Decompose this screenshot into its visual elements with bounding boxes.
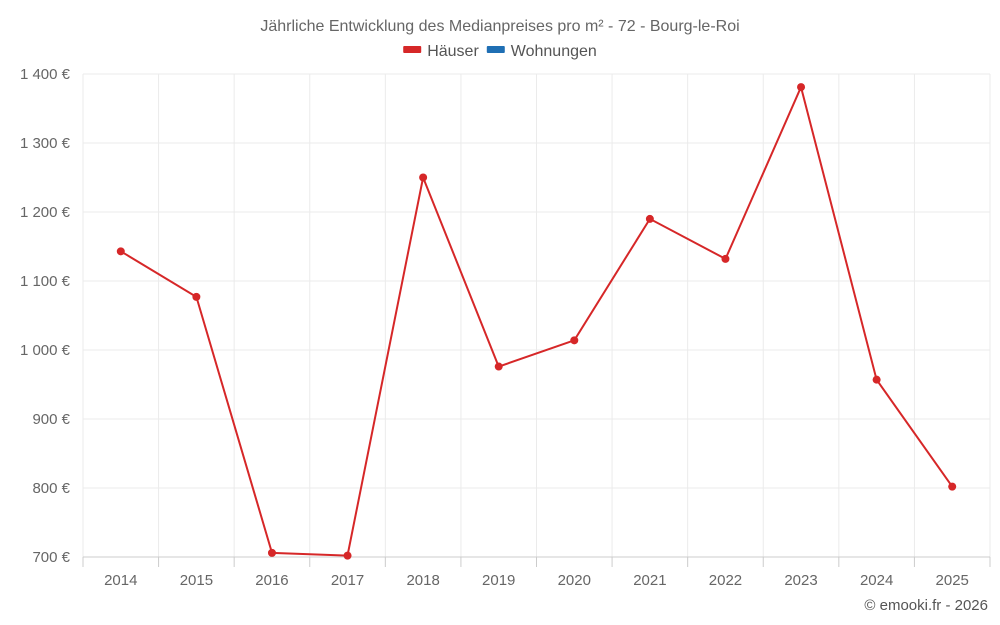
legend-item-wohnungen[interactable]: Wohnungen bbox=[486, 43, 597, 60]
grid bbox=[82, 73, 991, 567]
legend-swatch bbox=[486, 46, 505, 53]
y-tick-label: 700 € bbox=[32, 549, 70, 566]
y-tick-label: 1 100 € bbox=[20, 273, 71, 290]
data-point[interactable] bbox=[570, 336, 579, 345]
data-point[interactable] bbox=[343, 551, 352, 560]
y-tick-label: 800 € bbox=[32, 480, 70, 497]
data-point[interactable] bbox=[797, 83, 806, 92]
y-tick-label: 1 400 € bbox=[20, 66, 71, 83]
x-tick-label: 2021 bbox=[633, 572, 666, 589]
x-tick-label: 2022 bbox=[709, 572, 742, 589]
y-tick-label: 1 200 € bbox=[20, 204, 71, 221]
x-tick-label: 2018 bbox=[406, 572, 439, 589]
data-point[interactable] bbox=[872, 375, 881, 384]
chart-title: Jährliche Entwicklung des Medianpreises … bbox=[260, 18, 739, 35]
credit-text: © emooki.fr - 2026 bbox=[864, 597, 988, 614]
x-axis-ticks: 2014 2015 2016 2017 2018 2019 2020 2021 2022 2023… bbox=[104, 572, 969, 589]
series-layer bbox=[116, 83, 957, 560]
y-tick-label: 1 000 € bbox=[20, 342, 71, 359]
data-point[interactable] bbox=[645, 214, 654, 223]
series-line-häuser bbox=[120, 84, 954, 557]
legend-label: Wohnungen bbox=[511, 43, 597, 60]
legend: Häuser Wohnungen bbox=[403, 43, 597, 60]
data-point[interactable] bbox=[419, 173, 428, 182]
x-tick-label: 2020 bbox=[558, 572, 591, 589]
x-tick-label: 2014 bbox=[104, 572, 137, 589]
data-point[interactable] bbox=[192, 292, 201, 301]
y-axis-ticks: 700 € 800 € 900 € 1 000 € 1 100 € 1 200 € 1 30… bbox=[20, 66, 71, 566]
legend-item-häuser[interactable]: Häuser bbox=[403, 43, 479, 60]
data-point[interactable] bbox=[948, 482, 957, 491]
data-point[interactable] bbox=[267, 548, 276, 557]
x-tick-label: 2024 bbox=[860, 572, 893, 589]
y-tick-label: 1 300 € bbox=[20, 135, 71, 152]
data-point[interactable] bbox=[721, 254, 730, 263]
x-tick-label: 2015 bbox=[180, 572, 213, 589]
data-point[interactable] bbox=[494, 362, 503, 371]
y-tick-label: 900 € bbox=[32, 411, 70, 428]
x-tick-label: 2023 bbox=[784, 572, 817, 589]
legend-label: Häuser bbox=[427, 43, 479, 60]
x-tick-label: 2017 bbox=[331, 572, 364, 589]
x-tick-label: 2019 bbox=[482, 572, 515, 589]
x-tick-label: 2016 bbox=[255, 572, 288, 589]
legend-swatch bbox=[403, 46, 422, 53]
data-point[interactable] bbox=[116, 247, 125, 256]
x-tick-label: 2025 bbox=[936, 572, 969, 589]
